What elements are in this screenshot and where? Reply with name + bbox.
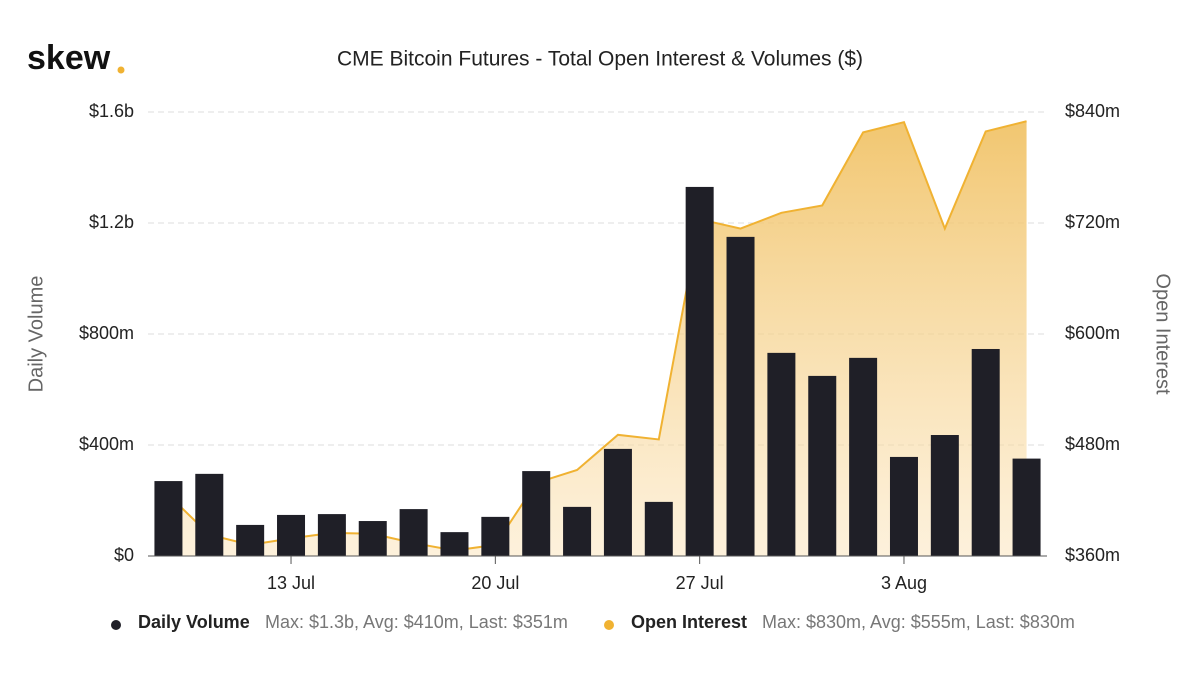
y-tick-label: $1.6b xyxy=(89,101,134,121)
bar xyxy=(154,481,183,556)
bar xyxy=(971,348,1000,556)
bar xyxy=(277,514,306,556)
bar xyxy=(726,236,755,556)
x-tick-label: 20 Jul xyxy=(471,573,519,593)
y2-tick-label: $480m xyxy=(1065,434,1120,454)
bar xyxy=(685,186,714,557)
bar xyxy=(889,456,918,556)
bar xyxy=(399,509,428,556)
bar xyxy=(563,506,592,556)
x-tick-label: 27 Jul xyxy=(676,573,724,593)
y2-tick-label: $720m xyxy=(1065,212,1120,232)
bar xyxy=(440,532,469,556)
bar xyxy=(930,435,959,556)
legend-stats: Max: $1.3b, Avg: $410m, Last: $351m xyxy=(265,612,568,632)
bar xyxy=(236,524,265,556)
y-tick-label: $800m xyxy=(79,323,134,343)
bar xyxy=(644,501,673,556)
legend-marker xyxy=(604,620,614,630)
bar xyxy=(195,473,224,556)
bar xyxy=(603,448,632,556)
bar xyxy=(481,516,510,556)
y-tick-label: $1.2b xyxy=(89,212,134,232)
y-tick-label: $0 xyxy=(114,545,134,565)
line xyxy=(167,120,1027,552)
legend-stats: Max: $830m, Avg: $555m, Last: $830m xyxy=(762,612,1075,632)
x-tick-label: 13 Jul xyxy=(267,573,315,593)
bar xyxy=(358,521,387,556)
logo-dot xyxy=(117,66,125,74)
chart-title: CME Bitcoin Futures - Total Open Interes… xyxy=(337,48,863,71)
logo: skew xyxy=(27,39,111,77)
legend-label: Daily Volume xyxy=(138,612,250,632)
bar xyxy=(849,357,878,556)
legend-marker xyxy=(111,620,121,630)
bar xyxy=(317,514,346,556)
bar xyxy=(767,352,796,556)
y2-axis-title: Open Interest xyxy=(1152,273,1174,395)
y-tick-label: $400m xyxy=(79,434,134,454)
y2-tick-label: $600m xyxy=(1065,323,1120,343)
bar xyxy=(808,375,837,556)
legend-label: Open Interest xyxy=(631,612,747,632)
x-tick-label: 3 Aug xyxy=(881,573,927,593)
bar xyxy=(1012,458,1041,556)
bar xyxy=(522,471,551,556)
y2-tick-label: $840m xyxy=(1065,101,1120,121)
y-axis-title: Daily Volume xyxy=(25,276,47,393)
y2-tick-label: $360m xyxy=(1065,545,1120,565)
